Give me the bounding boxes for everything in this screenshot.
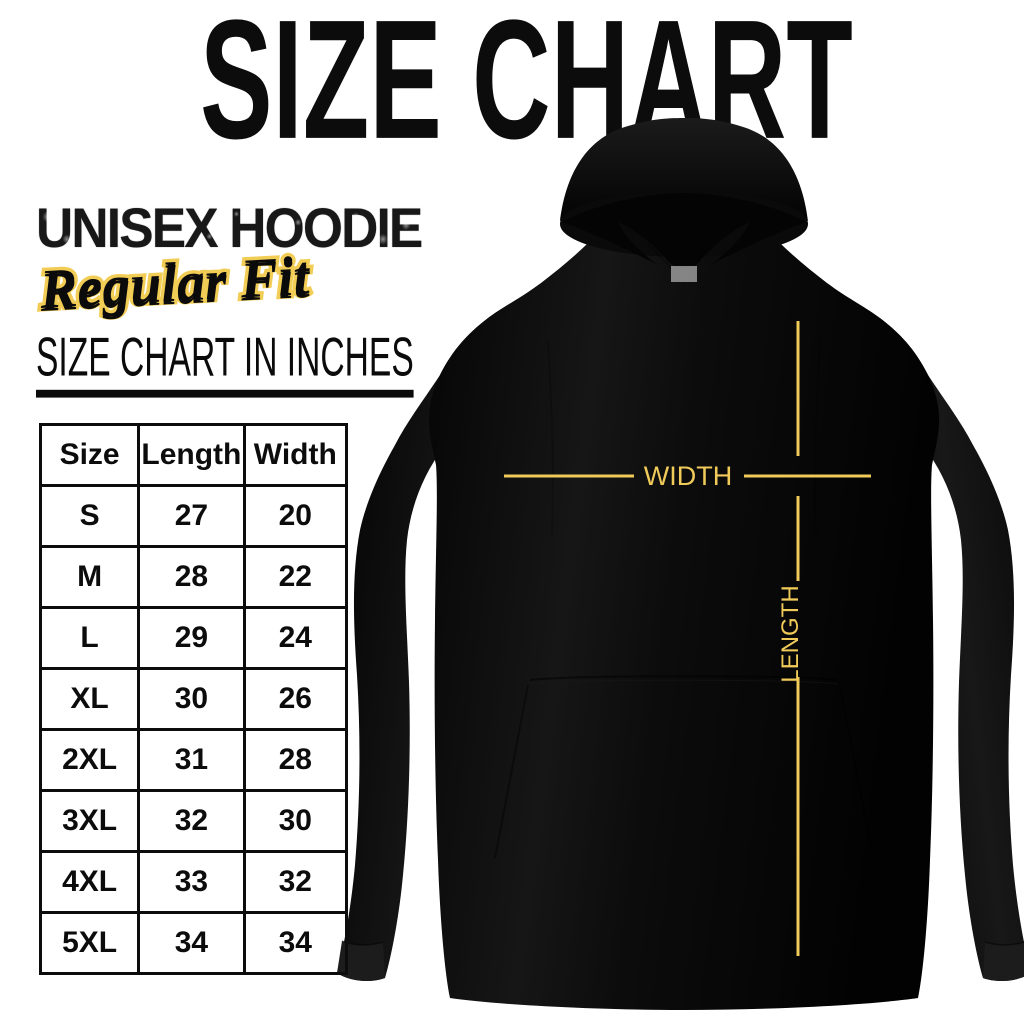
svg-text:WIDTH: WIDTH [644,461,732,491]
svg-text:LENGTH: LENGTH [777,585,804,682]
